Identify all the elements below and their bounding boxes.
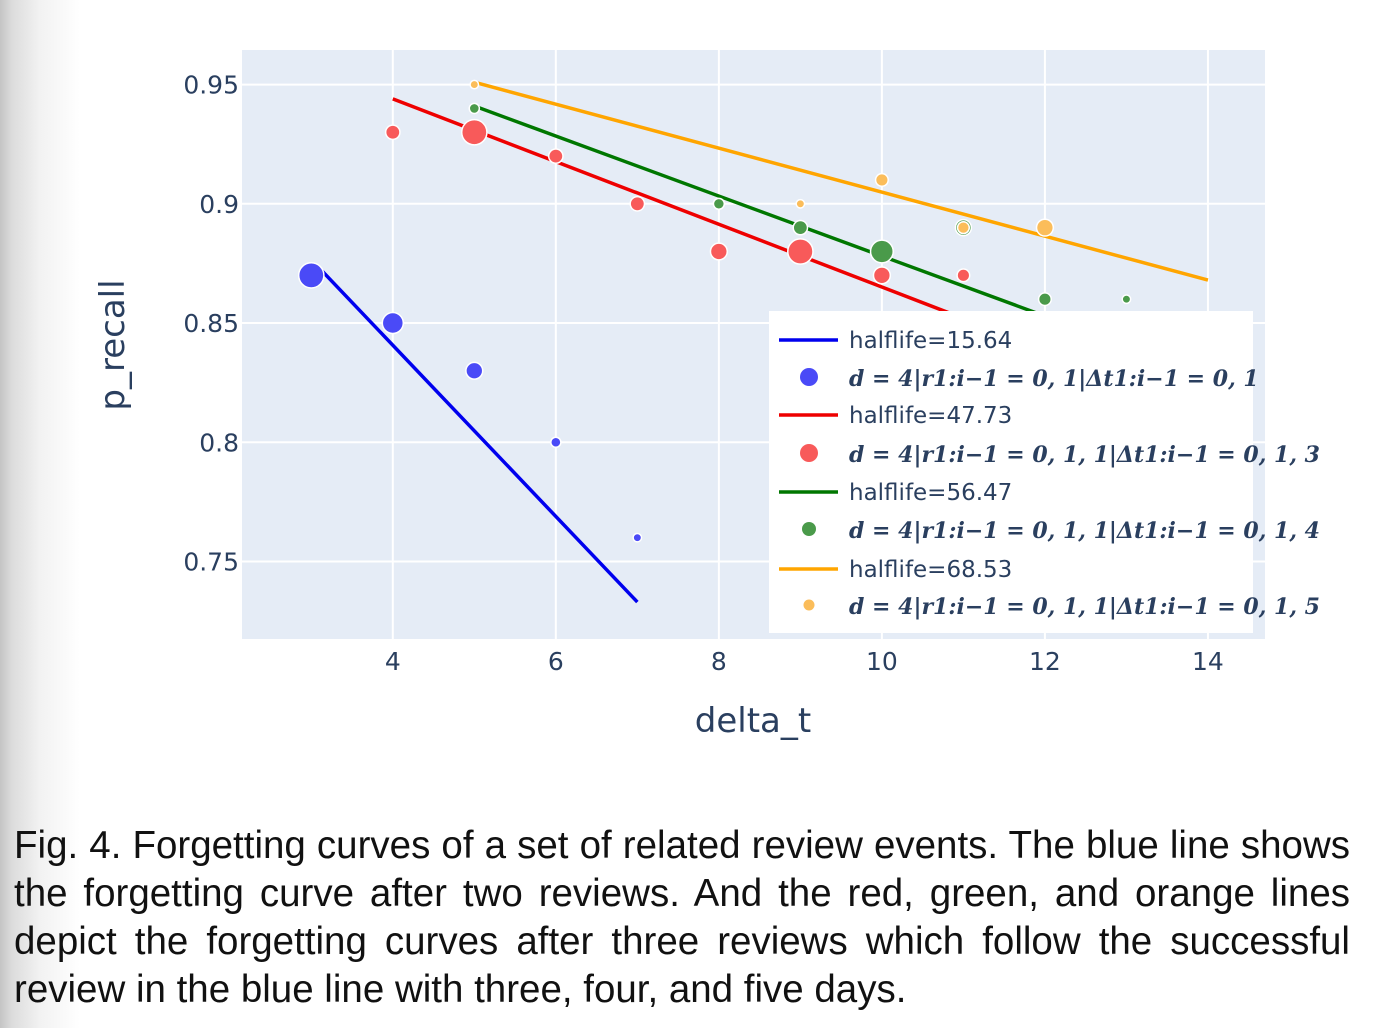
data-point — [1037, 292, 1052, 307]
data-point — [547, 148, 564, 165]
data-point — [469, 79, 480, 90]
legend-line-label: halflife=15.64 — [849, 328, 1012, 354]
data-point — [465, 361, 484, 380]
legend-marker-label: d = 4|r1:i−1 = 0, 1, 1|Δt1:i−1 = 0, 1, 3 — [849, 442, 1320, 468]
series-line-1 — [392, 97, 989, 330]
legend-marker-label: d = 4|r1:i−1 = 0, 1|Δt1:i−1 = 0, 1 — [849, 366, 1259, 392]
data-point — [384, 124, 401, 141]
series-lines — [318, 80, 1209, 604]
data-point — [874, 172, 889, 188]
x-tick-label: 14 — [1192, 647, 1224, 676]
page-edge-shadow — [0, 0, 80, 1028]
x-tick-label: 6 — [548, 647, 564, 676]
data-point — [460, 118, 488, 146]
data-point — [872, 266, 892, 285]
data-point — [709, 242, 729, 261]
y-tick-label: 0.8 — [199, 428, 239, 457]
series-line-2 — [473, 104, 1091, 335]
legend-marker-label: d = 4|r1:i−1 = 0, 1, 1|Δt1:i−1 = 0, 1, 5 — [849, 594, 1320, 620]
data-point — [550, 436, 562, 449]
data-point — [1035, 218, 1055, 237]
x-tick-label: 12 — [1029, 647, 1061, 676]
data-point — [1121, 294, 1132, 305]
data-point — [629, 195, 646, 212]
data-point — [792, 219, 809, 236]
legend: halflife=15.64 d = 4|r1:i−1 = 0, 1|Δt1:i−… — [769, 311, 1320, 633]
legend-marker-swatch — [800, 444, 818, 462]
legend-line-label: halflife=47.73 — [849, 403, 1012, 429]
legend-line-label: halflife=68.53 — [849, 557, 1012, 583]
data-point — [795, 198, 806, 209]
y-axis-ticks: 0.75 0.8 0.85 0.9 0.95 — [183, 71, 239, 577]
data-point — [632, 532, 643, 543]
data-point — [869, 239, 894, 264]
y-tick-label: 0.9 — [199, 190, 239, 219]
data-point — [297, 261, 325, 289]
data-point — [956, 221, 971, 235]
legend-box — [769, 311, 1253, 633]
y-tick-label: 0.95 — [183, 71, 239, 100]
series-line-0 — [318, 266, 639, 604]
y-axis-title: p_recall — [93, 279, 133, 410]
y-tick-label: 0.85 — [183, 309, 239, 338]
data-point — [381, 311, 405, 335]
x-tick-label: 8 — [711, 647, 727, 676]
legend-line-label: halflife=56.47 — [849, 480, 1012, 506]
y-tick-label: 0.75 — [183, 548, 239, 577]
forgetting-curves-chart: 4 6 8 10 12 14 0.75 0.8 0.85 0.9 0.95 delta_t p_r… — [93, 50, 1320, 741]
data-point — [712, 197, 726, 211]
x-axis-ticks: 4 6 8 10 12 14 — [385, 647, 1224, 676]
figure-caption: Fig. 4. Forgetting curves of a set of re… — [14, 824, 1350, 1011]
legend-marker-swatch — [802, 522, 816, 536]
legend-marker-label: d = 4|r1:i−1 = 0, 1, 1|Δt1:i−1 = 0, 1, 4 — [849, 518, 1320, 544]
data-point — [787, 238, 814, 265]
data-point — [956, 268, 971, 283]
data-point — [468, 102, 481, 115]
legend-marker-swatch — [803, 599, 815, 611]
legend-marker-swatch — [800, 368, 818, 386]
series-line-3 — [473, 80, 1209, 282]
x-tick-label: 10 — [866, 647, 898, 676]
x-axis-title: delta_t — [695, 701, 811, 741]
x-tick-label: 4 — [385, 647, 401, 676]
series-markers — [297, 79, 1132, 543]
